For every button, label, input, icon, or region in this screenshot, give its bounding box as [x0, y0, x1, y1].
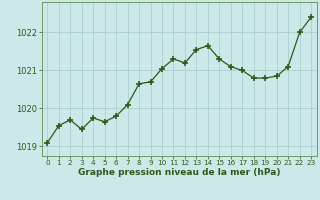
X-axis label: Graphe pression niveau de la mer (hPa): Graphe pression niveau de la mer (hPa)	[78, 168, 280, 177]
